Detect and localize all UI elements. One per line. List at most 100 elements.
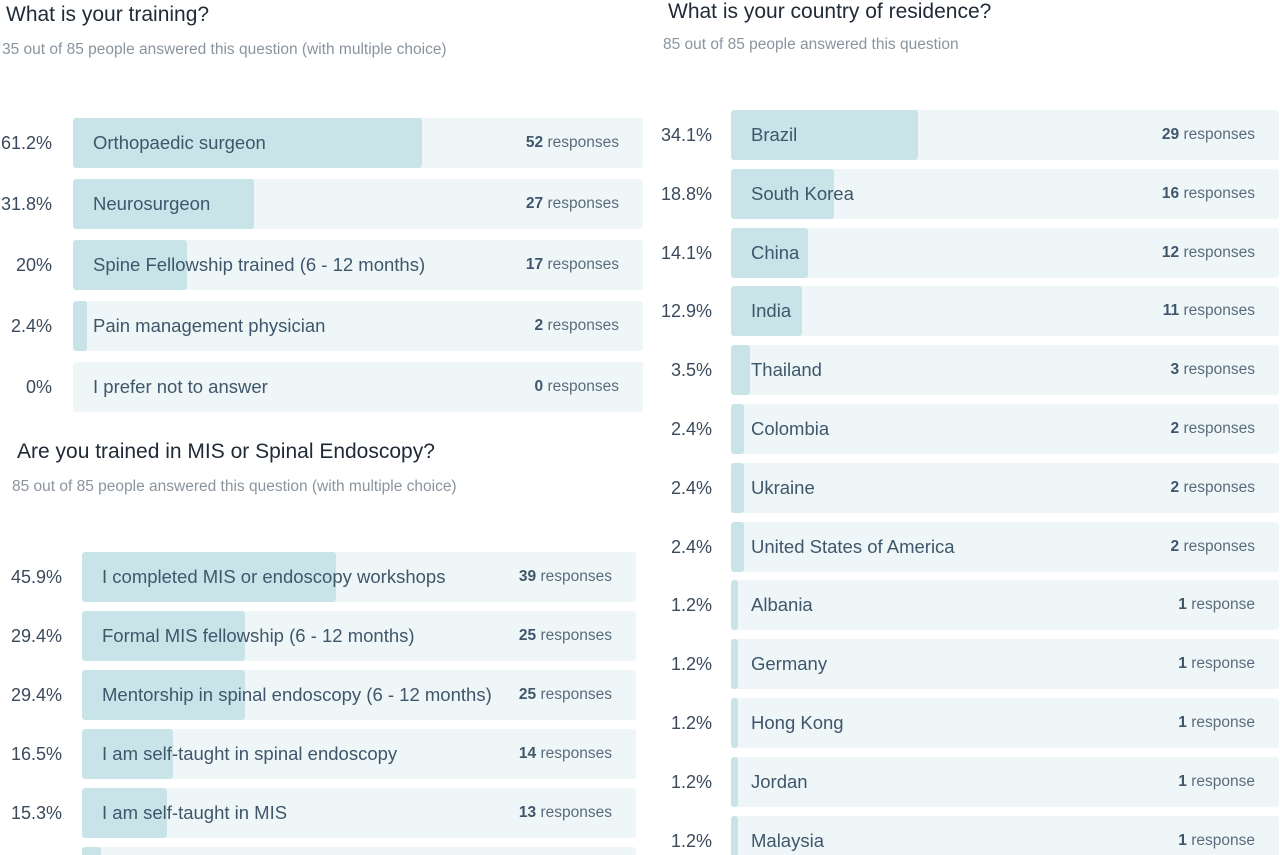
- result-response-count: 2 responses: [1171, 404, 1255, 454]
- result-count-number: 2: [1170, 537, 1180, 555]
- result-count-unit: responses: [1183, 126, 1255, 143]
- result-percentage: 18.8%: [660, 183, 712, 204]
- result-bar[interactable]: Brazil 29 responses: [731, 110, 1279, 160]
- result-bar-fill: [82, 847, 102, 855]
- result-option-label: Orthopaedic surgeon: [93, 132, 266, 153]
- result-bar[interactable]: Albania 1 response: [731, 580, 1279, 631]
- result-count-number: 16: [1161, 184, 1180, 202]
- result-response-count: 27 responses: [526, 179, 619, 229]
- result-row: 45.9% I completed MIS or endoscopy worksh…: [0, 552, 650, 602]
- result-bar[interactable]: Ukraine 2 responses: [731, 462, 1279, 513]
- result-count-number: 1: [1178, 596, 1187, 614]
- result-bar[interactable]: Jordan 1 response: [731, 756, 1279, 807]
- result-response-count: 2 responses: [535, 301, 619, 351]
- result-count-number: 52: [525, 134, 544, 151]
- result-response-count: 13 responses: [519, 788, 612, 838]
- result-bar-fill: [82, 552, 337, 602]
- result-percentage: 45.9%: [10, 567, 62, 587]
- result-response-count: 11 responses: [1163, 286, 1255, 336]
- mis-question-title: Are you trained in MIS or Spinal Endosco…: [17, 440, 435, 463]
- result-row: 2.4% Colombia 2 responses: [650, 404, 1280, 454]
- result-count-number: 17: [525, 256, 544, 273]
- result-count-unit: responses: [540, 568, 612, 585]
- training-answer-count: 35 out of 85 people answered this questi…: [2, 41, 447, 58]
- result-response-count: 29 responses: [1162, 110, 1255, 160]
- result-bar[interactable]: [82, 847, 636, 855]
- result-bar[interactable]: South Korea 16 responses: [731, 168, 1279, 219]
- result-count-unit: responses: [547, 195, 619, 212]
- result-bar[interactable]: India 11 responses: [731, 286, 1279, 337]
- result-percentage: 3.5%: [670, 360, 712, 381]
- result-row: [0, 847, 650, 855]
- result-bar[interactable]: Formal MIS fellowship (6 - 12 months) 25 …: [82, 611, 636, 661]
- result-bar[interactable]: I prefer not to answer 0 responses: [73, 362, 643, 412]
- result-bar-fill: [73, 179, 255, 229]
- result-option-label: Ukraine: [751, 476, 815, 498]
- result-count-number: 0: [534, 378, 544, 395]
- result-option-label: Hong Kong: [751, 712, 844, 733]
- result-count-number: 12: [1161, 243, 1180, 261]
- result-bar[interactable]: Orthopaedic surgeon 52 responses: [73, 118, 643, 168]
- result-percentage: [0, 847, 62, 855]
- result-count-number: 3: [1170, 361, 1180, 379]
- result-row: 20% Spine Fellowship trained (6 - 12 mont…: [0, 240, 650, 290]
- training-results-list: 61.2% Orthopaedic surgeon 52 responses 31.8…: [0, 118, 650, 418]
- result-bar-fill: [82, 611, 245, 661]
- result-percentage: 2.4%: [670, 536, 712, 557]
- result-option-label: Spine Fellowship trained (6 - 12 months): [93, 254, 426, 275]
- result-response-count: 39 responses: [519, 552, 612, 602]
- result-option-label: Pain management physician: [93, 315, 326, 336]
- result-bar[interactable]: Mentorship in spinal endoscopy (6 - 12 m…: [82, 670, 636, 720]
- result-bar[interactable]: Hong Kong 1 response: [731, 698, 1279, 748]
- result-row: 1.2% Malaysia 1 response: [650, 815, 1280, 855]
- result-percentage: 1.2%: [670, 830, 712, 851]
- result-response-count: 3 responses: [1171, 345, 1255, 395]
- result-response-count: 12 responses: [1162, 228, 1255, 278]
- result-bar[interactable]: I am self-taught in spinal endoscopy 14 r…: [82, 729, 636, 779]
- mis-results-list: 45.9% I completed MIS or endoscopy worksh…: [0, 552, 650, 855]
- result-row: 2.4% United States of America 2 responses: [650, 521, 1280, 572]
- result-count-unit: responses: [540, 804, 612, 821]
- result-percentage: 12.9%: [660, 301, 712, 322]
- result-bar-fill: [731, 404, 745, 454]
- result-bar[interactable]: Colombia 2 responses: [731, 404, 1279, 454]
- result-bar[interactable]: China 12 responses: [731, 227, 1279, 278]
- mis-question-panel: Are you trained in MIS or Spinal Endosco…: [0, 430, 650, 855]
- result-row: 0% I prefer not to answer 0 responses: [0, 362, 650, 412]
- result-bar[interactable]: United States of America 2 responses: [731, 521, 1279, 572]
- result-percentage: 1.2%: [670, 654, 712, 675]
- result-row: 14.1% China 12 responses: [650, 227, 1280, 278]
- result-count-unit: responses: [1183, 302, 1255, 320]
- result-response-count: 1 response: [1178, 757, 1255, 807]
- result-count-number: 1: [1178, 655, 1187, 673]
- result-response-count: 25 responses: [519, 611, 612, 661]
- result-bar-fill: [82, 788, 167, 838]
- result-percentage: 61.2%: [0, 133, 52, 153]
- result-percentage: 14.1%: [660, 242, 712, 263]
- result-bar-fill: [731, 227, 809, 278]
- result-bar[interactable]: Spine Fellowship trained (6 - 12 months)…: [73, 240, 643, 290]
- result-bar[interactable]: Neurosurgeon 27 responses: [73, 179, 643, 229]
- result-bar[interactable]: I am self-taught in MIS 13 responses: [82, 788, 636, 838]
- result-row: 12.9% India 11 responses: [650, 286, 1280, 337]
- result-bar[interactable]: I completed MIS or endoscopy workshops 39…: [82, 552, 636, 602]
- result-bar[interactable]: Thailand 3 responses: [731, 345, 1279, 396]
- result-count-number: 14: [518, 745, 537, 762]
- result-count-unit: responses: [1183, 478, 1255, 496]
- result-count-unit: responses: [547, 378, 619, 395]
- result-response-count: 1 response: [1178, 698, 1255, 748]
- result-response-count: 16 responses: [1162, 169, 1255, 219]
- result-row: 2.4% Ukraine 2 responses: [650, 462, 1280, 513]
- result-row: 15.3% I am self-taught in MIS 13 responses: [0, 788, 650, 838]
- result-count-number: 25: [518, 627, 537, 644]
- result-bar[interactable]: Pain management physician 2 responses: [73, 301, 643, 351]
- result-count-number: 13: [518, 804, 537, 821]
- country-question-title: What is your country of residence?: [668, 0, 992, 23]
- result-bar[interactable]: Malaysia 1 response: [731, 815, 1279, 855]
- result-row: 1.2% Albania 1 response: [650, 580, 1280, 631]
- result-percentage: 2.4%: [10, 316, 52, 336]
- result-count-unit: responses: [1183, 537, 1255, 555]
- result-bar[interactable]: Germany 1 response: [731, 639, 1279, 690]
- result-count-number: 11: [1162, 302, 1180, 320]
- result-row: 3.5% Thailand 3 responses: [650, 345, 1280, 396]
